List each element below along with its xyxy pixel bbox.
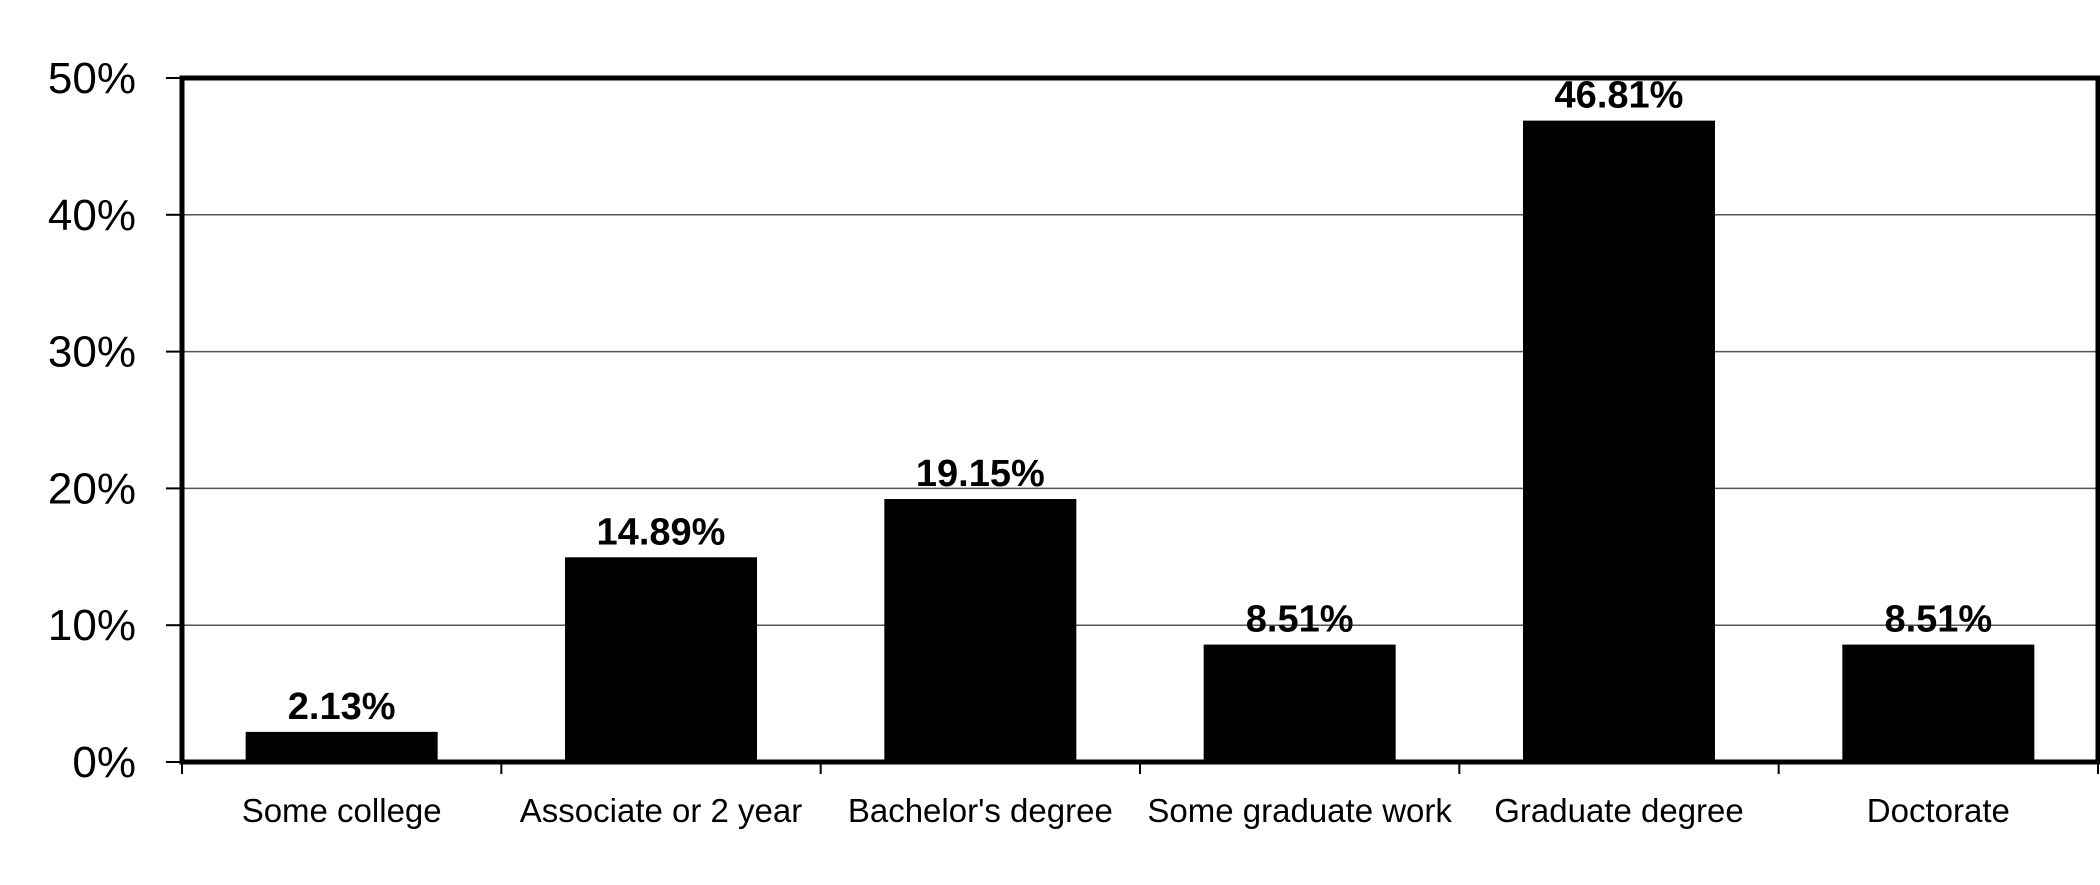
data-labels: 2.13% 14.89% 19.15% 8.51% 46.81% 8.51% bbox=[288, 75, 1992, 728]
bar bbox=[1522, 120, 1716, 763]
grid-lines bbox=[182, 214, 2098, 626]
x-category-label: Associate or 2 year bbox=[520, 792, 802, 829]
bar-value-label: 8.51% bbox=[1246, 599, 1354, 641]
x-category-label: Graduate degree bbox=[1494, 792, 1744, 829]
bar bbox=[1842, 644, 2035, 763]
y-tick-label: 40% bbox=[48, 191, 136, 240]
bar bbox=[884, 499, 1077, 763]
bar bbox=[1203, 644, 1396, 763]
y-tick-label: 50% bbox=[48, 54, 136, 103]
bars-group bbox=[245, 120, 2035, 764]
x-category-label: Bachelor's degree bbox=[848, 792, 1113, 829]
bar-value-label: 19.15% bbox=[916, 453, 1045, 495]
bar-value-label: 14.89% bbox=[597, 511, 726, 553]
bar bbox=[564, 557, 758, 764]
x-category-label: Some college bbox=[242, 792, 442, 829]
x-axis: Some college Associate or 2 year Bachelor'… bbox=[181, 762, 2099, 829]
bar-value-label: 2.13% bbox=[288, 686, 396, 728]
y-tick-label: 30% bbox=[48, 328, 136, 377]
bar bbox=[245, 731, 438, 763]
y-tick-label: 0% bbox=[72, 738, 136, 787]
bar-value-label: 8.51% bbox=[1884, 599, 1992, 641]
y-tick-label: 10% bbox=[48, 601, 136, 650]
y-axis: 0% 10% 20% 30% 40% 50% bbox=[48, 54, 182, 787]
y-tick-label: 20% bbox=[48, 464, 136, 513]
x-category-label: Some graduate work bbox=[1147, 792, 1452, 829]
plot-frame bbox=[179, 75, 2100, 765]
bar-value-label: 46.81% bbox=[1555, 75, 1684, 117]
x-category-label: Doctorate bbox=[1867, 792, 2010, 829]
